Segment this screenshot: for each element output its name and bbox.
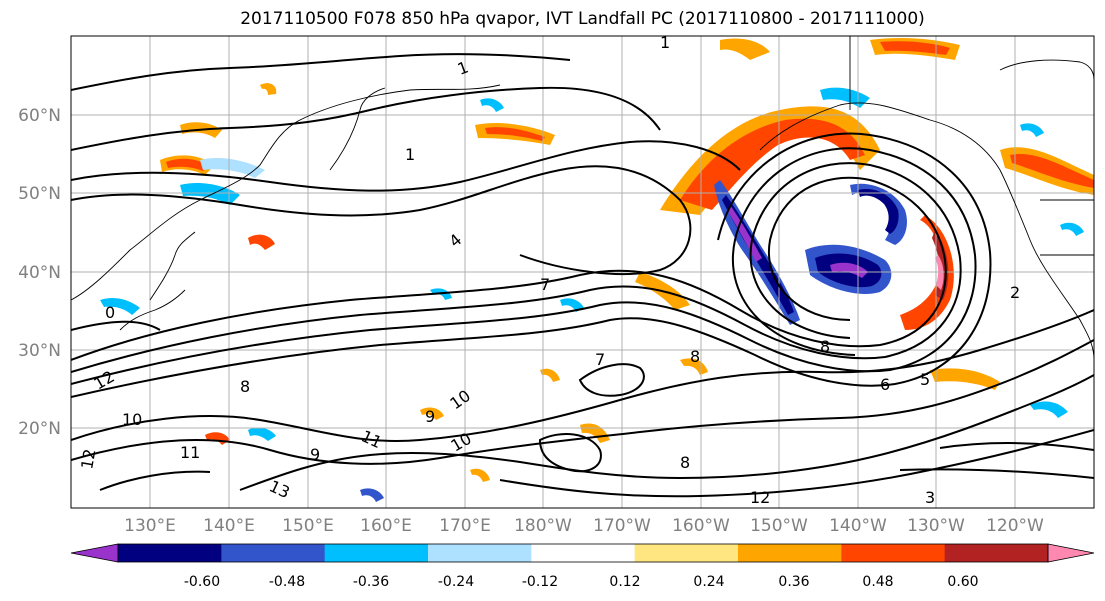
contour-label: 2 (1010, 283, 1020, 302)
contour-label: 8 (690, 347, 700, 366)
lat-label: 30°N (18, 341, 61, 361)
coastlines (71, 36, 1094, 361)
colorbar-extend-high (1047, 543, 1095, 563)
ivt-contours (71, 53, 1094, 498)
colorbar-tick-label: -0.36 (353, 574, 389, 590)
colorbar-segment (221, 544, 326, 562)
colorbar-extend-low (70, 543, 119, 563)
colorbar-segment (531, 544, 636, 562)
contour-label: 9 (425, 407, 435, 426)
colorbar-segment (118, 544, 222, 562)
lon-label: 170°E (439, 516, 491, 536)
colorbar (70, 543, 1095, 563)
colorbar-ticks: -0.60 -0.48 -0.36 -0.24 -0.12 0.12 0.24 … (184, 574, 979, 590)
contour-label: 8 (240, 377, 250, 396)
colorbar-tick-label: -0.24 (438, 574, 474, 590)
colorbar-tick-label: 0.36 (778, 574, 809, 590)
colorbar-frame (117, 543, 1049, 563)
lat-label: 20°N (18, 419, 61, 439)
colorbar-tick-label: 0.48 (862, 574, 893, 590)
contour-label: 1 (660, 33, 670, 52)
map-frame (70, 35, 1095, 509)
colorbar-segment (428, 544, 532, 562)
lon-labels: 130°E 140°E 150°E 160°E 170°E 180°W 170°… (124, 516, 1044, 536)
lat-label: 50°N (18, 184, 61, 204)
colorbar-tick-label: 0.24 (693, 574, 724, 590)
lon-label: 160°W (672, 516, 730, 536)
contour-label: 8 (820, 337, 830, 356)
lon-label: 120°W (986, 516, 1044, 536)
lon-label: 140°E (203, 516, 255, 536)
anomaly-shading (100, 37, 1094, 502)
colorbar-tick-label: 0.60 (947, 574, 978, 590)
lon-label: 160°E (360, 516, 412, 536)
map-title: 2017110500 F078 850 hPa qvapor, IVT Land… (240, 9, 925, 29)
lon-label: 150°W (750, 516, 808, 536)
lat-label: 40°N (18, 263, 61, 283)
lon-label: 180°W (514, 516, 572, 536)
contour-label: 8 (680, 453, 690, 472)
contour-label: 6 (880, 375, 890, 394)
contour-label: 10 (122, 410, 142, 429)
lat-labels: 60°N 50°N 40°N 30°N 20°N (18, 106, 61, 439)
contour-label: 5 (920, 370, 930, 389)
colorbar-tick-label: 0.12 (609, 574, 640, 590)
contour-label: 7 (595, 350, 605, 369)
colorbar-segment (634, 544, 739, 562)
contour-label: 0 (105, 303, 115, 322)
colorbar-tick-label: -0.12 (522, 574, 558, 590)
contour-label: 12 (77, 447, 99, 470)
contour-label: 3 (925, 488, 935, 507)
lon-label: 130°W (907, 516, 965, 536)
colorbar-tick-label: -0.60 (184, 574, 220, 590)
colorbar-segment (841, 544, 946, 562)
lon-label: 140°W (829, 516, 887, 536)
colorbar-segment (944, 544, 1049, 562)
contour-label: 7 (540, 275, 550, 294)
contour-label: 1 (405, 145, 415, 164)
lon-label: 150°E (282, 516, 334, 536)
lon-label: 130°E (124, 516, 176, 536)
colorbar-segment (738, 544, 842, 562)
contour-label: 9 (310, 445, 320, 464)
gridlines (71, 36, 1094, 508)
lon-label: 170°W (593, 516, 651, 536)
contour-label: 11 (180, 443, 200, 462)
lat-label: 60°N (18, 106, 61, 126)
colorbar-tick-label: -0.48 (269, 574, 305, 590)
colorbar-segment (324, 544, 429, 562)
contour-label: 12 (750, 488, 770, 507)
